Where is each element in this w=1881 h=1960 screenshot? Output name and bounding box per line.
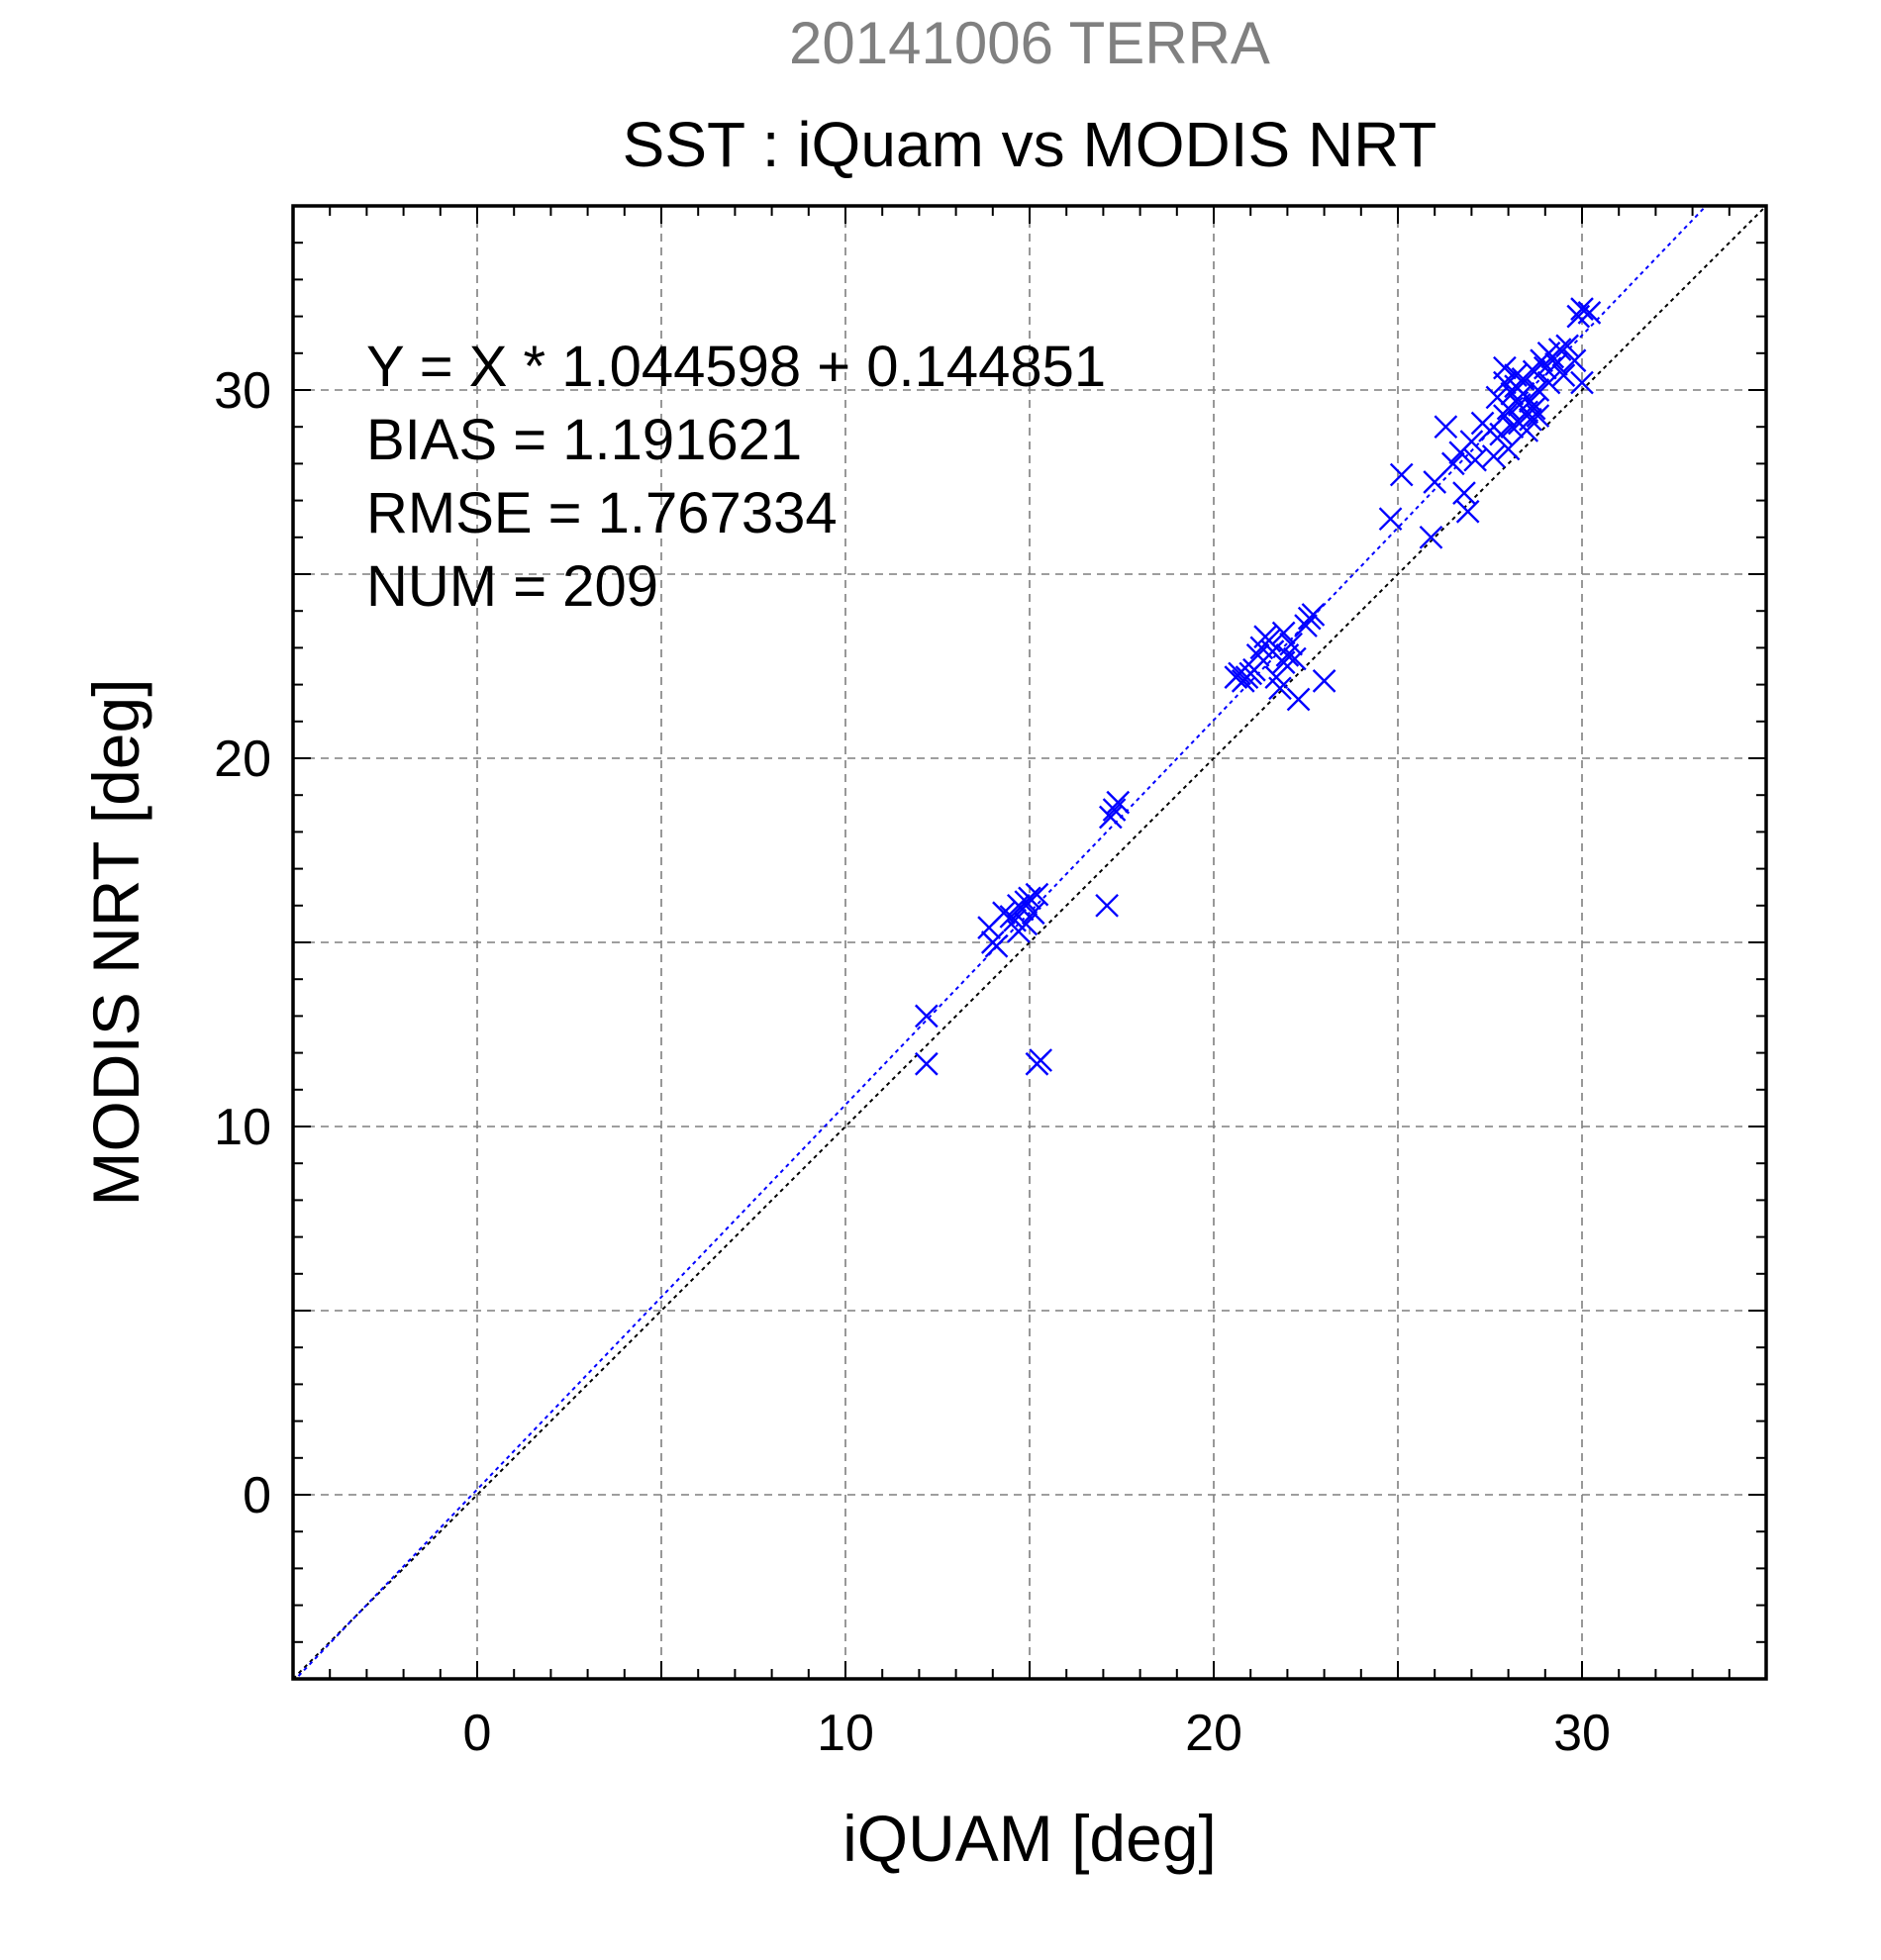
grid-lines [293,206,1766,1679]
data-point [1268,676,1292,701]
y-tick-label: 0 [243,1467,271,1524]
data-point [1500,415,1525,440]
data-point [1021,901,1045,926]
data-point [1522,396,1546,421]
data-point [1496,437,1521,461]
data-point [1452,481,1476,506]
data-point [1228,661,1251,686]
data-point [914,1051,939,1076]
data-point [1493,355,1517,380]
data-point [1547,338,1572,361]
data-point [984,933,1009,958]
data-point [1455,499,1480,524]
data-point [1025,882,1049,907]
data-point [1419,525,1443,549]
x-tick-label: 20 [1185,1705,1242,1762]
data-point [1434,415,1458,440]
identity-line [293,206,1766,1679]
data-point [1526,378,1550,402]
data-point [1570,297,1594,322]
data-point [1423,470,1447,494]
x-axis-label: iQUAM [deg] [842,1802,1217,1875]
data-points [914,297,1602,1076]
stats-annotation: Y = X * 1.044598 + 0.144851 BIAS = 1.191… [366,335,1106,619]
y-tick-label: 30 [214,362,271,420]
data-point [1271,650,1296,675]
stats-line-bias: BIAS = 1.191621 [366,408,802,472]
data-point [1294,614,1318,637]
chart-supertitle: 20141006 TERRA [789,10,1270,76]
data-point [1095,893,1119,918]
data-point [1489,422,1514,446]
data-point [1463,447,1487,472]
data-point [1014,912,1039,936]
data-point [1551,363,1576,387]
data-point [1242,657,1266,682]
data-point [1279,632,1303,656]
data-point [1526,404,1550,428]
x-tick-label: 0 [463,1705,492,1762]
data-point [1562,348,1587,373]
data-point [1312,669,1336,693]
regression-fit-line [294,206,1708,1679]
data-point [914,1004,939,1029]
data-point [1481,444,1506,468]
data-point [1577,301,1602,325]
x-tick-label: 30 [1553,1705,1611,1762]
data-point [1378,507,1403,532]
data-point [1098,805,1123,830]
data-point [1493,404,1517,428]
y-tick-label: 20 [214,731,271,788]
data-point [1511,381,1535,406]
data-point [1102,798,1127,822]
stats-line-num: NUM = 209 [366,554,658,619]
x-tick-label: 10 [817,1705,874,1762]
data-point [1544,352,1568,376]
stats-line-rmse: RMSE = 1.767334 [366,481,838,545]
plot-frame [291,204,1768,1681]
data-point [1271,621,1296,645]
y-tick-label: 10 [214,1099,271,1156]
data-point [1245,642,1270,667]
y-axis-label: MODIS NRT [deg] [79,678,152,1206]
data-point [1253,625,1277,649]
data-point [1570,370,1594,395]
data-point [1106,790,1131,815]
tick-labels: 0 10 20 30 0 10 20 30 [214,362,1611,1762]
data-point [1301,603,1326,627]
data-point [1029,1048,1053,1072]
data-point [992,901,1016,926]
chart-title: SST : iQuam vs MODIS NRT [623,109,1437,180]
stats-line-fit: Y = X * 1.044598 + 0.144851 [366,335,1106,399]
data-point [1389,462,1414,487]
data-point [1504,363,1528,387]
data-point [1555,334,1579,358]
data-point [1440,451,1465,476]
data-point [1500,381,1525,406]
data-point [1286,687,1311,712]
data-point [1536,370,1561,395]
reference-lines [293,206,1766,1679]
data-point [1459,430,1484,453]
data-point [1018,886,1041,911]
